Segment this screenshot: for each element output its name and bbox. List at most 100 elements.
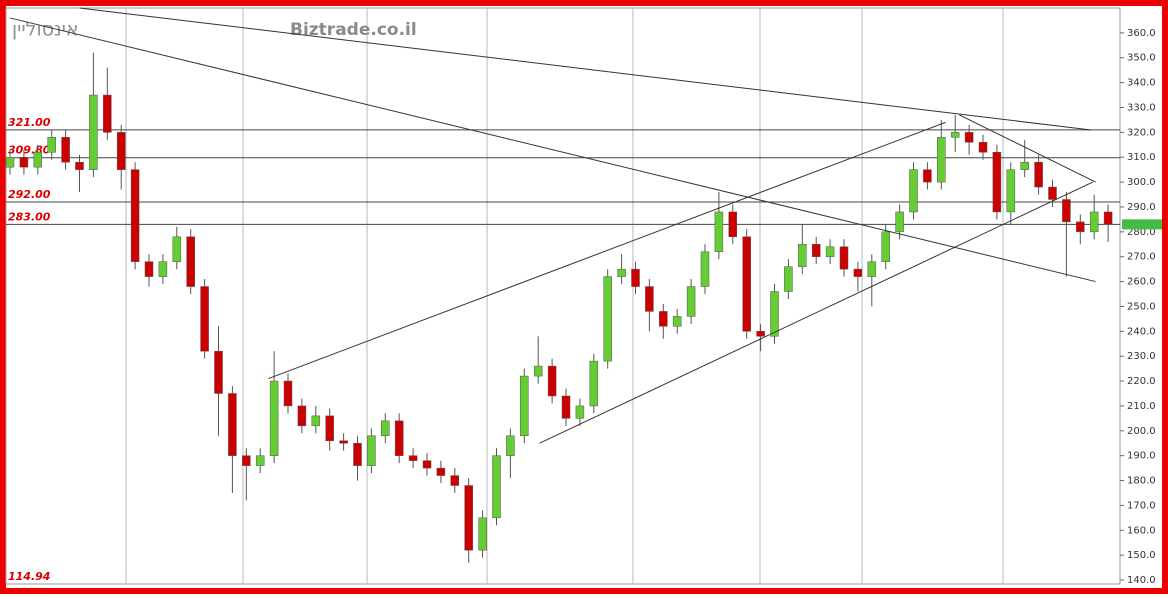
candle-body <box>825 246 835 257</box>
candle-body <box>464 485 473 551</box>
candle-body <box>811 244 821 257</box>
candle-body <box>325 415 334 441</box>
candle-body <box>422 460 432 469</box>
y-tick-label: 140.0 <box>1127 575 1156 586</box>
candle-body <box>867 261 877 277</box>
candle-body <box>394 420 404 456</box>
candle-body <box>103 94 112 133</box>
candle-body <box>1048 186 1057 200</box>
candle-body <box>978 142 988 153</box>
candle-body <box>714 211 724 252</box>
candle-body <box>659 311 668 327</box>
candle-body <box>672 316 682 327</box>
y-tick-label: 290.0 <box>1127 202 1156 213</box>
candle-body <box>839 246 849 270</box>
level-label: 283.00 <box>8 210 51 223</box>
candle-body <box>172 236 182 262</box>
plot-border <box>5 7 1121 585</box>
candle-body <box>937 137 946 183</box>
candle-body <box>144 261 154 277</box>
candle-body <box>992 151 1002 213</box>
candle-body <box>909 169 918 213</box>
y-tick-label: 220.0 <box>1127 376 1156 387</box>
candle-body <box>436 467 446 476</box>
candle-body <box>408 455 418 461</box>
candle-body <box>5 156 15 168</box>
candle-body <box>506 435 515 456</box>
y-tick-label: 150.0 <box>1127 550 1156 561</box>
candle-body <box>798 244 807 267</box>
candle-body <box>645 286 654 312</box>
candle-body <box>47 137 56 153</box>
candle-body <box>311 415 321 427</box>
candle-body <box>61 137 70 163</box>
candle-body <box>853 268 863 277</box>
candle-body <box>75 161 84 170</box>
candle-body <box>784 266 793 292</box>
trend-line <box>79 7 1091 131</box>
candle-body <box>33 151 43 168</box>
candle-body <box>200 286 209 352</box>
candle-body <box>353 442 362 466</box>
y-tick-label: 240.0 <box>1127 326 1156 337</box>
candle-body <box>770 291 779 337</box>
candle-body <box>547 365 557 397</box>
candle-body <box>603 276 612 362</box>
level-label: 321.00 <box>8 116 51 129</box>
candle-body <box>964 132 974 143</box>
candle-body <box>381 420 390 437</box>
y-tick-label: 200.0 <box>1127 426 1156 437</box>
candle-body <box>686 286 696 317</box>
candle-body <box>255 455 265 466</box>
candle-body <box>492 455 501 519</box>
trend-line <box>959 114 1096 183</box>
candle-body <box>1062 199 1071 223</box>
candle-body <box>1089 211 1099 233</box>
level-label: 292.00 <box>8 188 51 201</box>
candle-body <box>116 132 126 170</box>
candle-body <box>561 395 571 419</box>
candle-body <box>950 132 960 138</box>
y-tick-label: 160.0 <box>1127 525 1156 536</box>
y-tick-label: 170.0 <box>1127 500 1156 511</box>
chart-title: אינסוליין <box>12 19 79 41</box>
candle-body <box>283 380 293 407</box>
y-tick-label: 230.0 <box>1127 351 1156 362</box>
last-price-marker <box>1122 219 1162 230</box>
y-tick-label: 190.0 <box>1127 451 1156 462</box>
candle-body <box>1076 221 1085 233</box>
y-tick-label: 330.0 <box>1127 102 1156 113</box>
y-tick-label: 260.0 <box>1127 277 1156 288</box>
candle-body <box>242 455 251 466</box>
candle-body <box>19 156 29 168</box>
separators <box>125 8 1004 584</box>
candle-body <box>923 169 932 183</box>
candle-body <box>186 236 195 287</box>
y-tick-label: 360.0 <box>1127 28 1156 39</box>
candle-body <box>756 331 765 337</box>
candle-body <box>450 475 460 486</box>
candle-body <box>533 365 543 377</box>
candle-body <box>269 380 279 456</box>
y-tick-label: 300.0 <box>1127 177 1156 188</box>
candle-body <box>617 268 626 277</box>
candle-body <box>89 94 98 170</box>
y-tick-label: 180.0 <box>1127 476 1156 487</box>
y-tick-label: 270.0 <box>1127 252 1156 263</box>
low-label: 114.94 <box>8 570 50 583</box>
trend-line <box>268 121 946 380</box>
y-tick-label: 310.0 <box>1127 152 1156 163</box>
y-tick-label: 340.0 <box>1127 78 1156 89</box>
candle-body <box>1006 169 1016 213</box>
candle-body <box>589 360 599 407</box>
candle-body <box>895 211 904 233</box>
candle-body <box>214 350 223 394</box>
candle-body <box>339 440 348 444</box>
y-tick-label: 250.0 <box>1127 301 1156 312</box>
y-tick-label: 280.0 <box>1127 227 1156 238</box>
watermark: Biztrade.co.il <box>290 20 417 40</box>
candle-body <box>575 405 585 419</box>
candle-body <box>297 405 307 427</box>
y-tick-label: 350.0 <box>1127 53 1156 64</box>
candle-body <box>228 393 237 456</box>
